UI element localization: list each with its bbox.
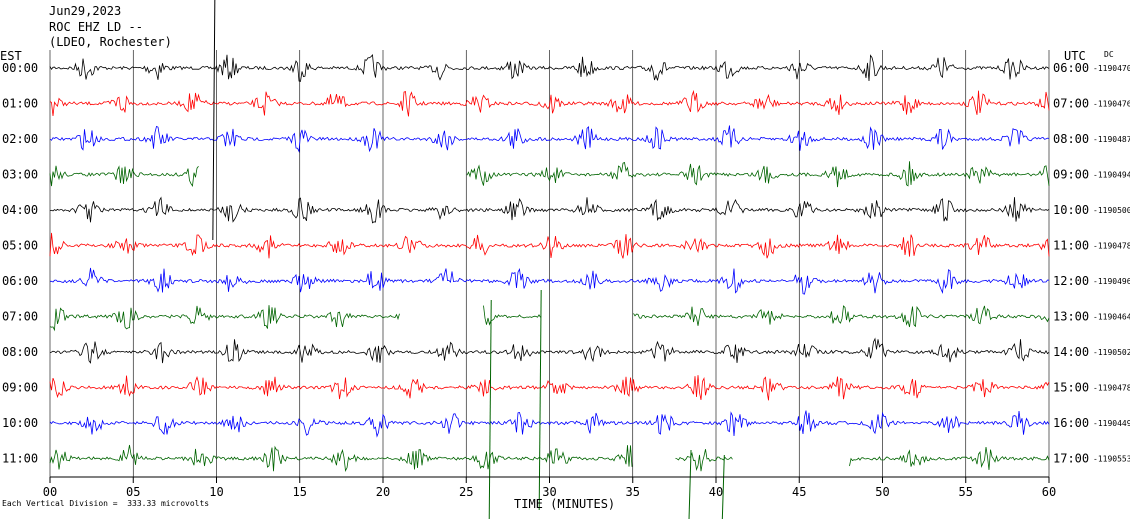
x-tick-label: 40: [709, 485, 723, 499]
traces: [49, 54, 1050, 473]
trace-0900: [49, 375, 1050, 401]
x-axis-ticks: 00 05 10 15 20 25 30 35 40 45 50 55 60: [43, 477, 1056, 499]
trace-0500: [49, 232, 1050, 259]
left-zone-label: EST: [0, 49, 22, 63]
x-tick-label: 45: [792, 485, 806, 499]
row-label-dc: -1190478: [1093, 384, 1130, 393]
trace-0100: [49, 89, 1050, 117]
right-zone-label: UTC: [1064, 49, 1086, 63]
x-tick-label: 00: [43, 485, 57, 499]
row-label-utc: 13:00: [1053, 310, 1089, 324]
row-label-dc: -1190476: [1093, 100, 1130, 109]
row-label-utc: 10:00: [1053, 203, 1089, 217]
row-label-utc: 16:00: [1053, 416, 1089, 430]
header-date: Jun29,2023: [49, 4, 122, 18]
x-tick-label: 25: [459, 485, 473, 499]
row-label-dc: -1190494: [1093, 171, 1130, 180]
event-spike: [721, 454, 725, 519]
trace-1000: [49, 410, 1050, 438]
row-label-est: 07:00: [2, 310, 38, 324]
row-label-est: 00:00: [2, 61, 38, 75]
trace-0000: [49, 54, 1050, 82]
x-tick-label: 35: [626, 485, 640, 499]
row-label-dc: -1190487: [1093, 135, 1130, 144]
row-label-est: 10:00: [2, 416, 38, 430]
row-label-dc: -1190553: [1093, 455, 1130, 464]
scale-footer: Each Vertical Division = 333.33 microvol…: [2, 499, 210, 508]
row-label-utc: 14:00: [1053, 345, 1089, 359]
row-label-utc: 17:00: [1053, 452, 1089, 466]
row-label-est: 11:00: [2, 452, 38, 466]
row-label-dc: -1190496: [1093, 277, 1130, 286]
x-tick-label: 60: [1042, 485, 1056, 499]
row-label-est: 03:00: [2, 168, 38, 182]
row-label-est: 05:00: [2, 239, 38, 253]
event-spike: [538, 289, 542, 511]
header-network: (LDEO, Rochester): [49, 35, 172, 49]
row-label-utc: 06:00: [1053, 61, 1089, 75]
x-tick-label: 30: [542, 485, 556, 499]
x-tick-label: 05: [126, 485, 140, 499]
row-label-utc: 08:00: [1053, 132, 1089, 146]
row-label-dc: -1190502: [1093, 348, 1130, 357]
event-spike: [212, 0, 216, 241]
x-axis-title: TIME (MINUTES): [514, 497, 615, 511]
header-station: ROC EHZ LD --: [49, 20, 143, 34]
row-label-dc: -1190500: [1093, 206, 1130, 215]
trace-0800: [49, 337, 1050, 364]
row-label-utc: 09:00: [1053, 168, 1089, 182]
row-label-est: 04:00: [2, 203, 38, 217]
event-spike: [688, 449, 692, 519]
row-label-est: 08:00: [2, 345, 38, 359]
row-label-est: 01:00: [2, 97, 38, 111]
row-label-dc: -1190470: [1093, 64, 1130, 73]
trace-0200: [49, 125, 1050, 153]
x-tick-label: 10: [209, 485, 223, 499]
event-spikes: [212, 0, 725, 519]
row-label-est: 09:00: [2, 381, 38, 395]
trace-0700: [49, 305, 1050, 332]
row-label-utc: 12:00: [1053, 274, 1089, 288]
row-label-utc: 15:00: [1053, 381, 1089, 395]
row-label-dc: -1190478: [1093, 242, 1130, 251]
row-label-est: 06:00: [2, 274, 38, 288]
trace-0300: [49, 161, 1050, 188]
row-labels: 00:00 06:00 -1190470 01:00 07:00 -1190476 02:0…: [2, 61, 1130, 466]
row-label-est: 02:00: [2, 132, 38, 146]
dc-label: DC: [1104, 50, 1114, 59]
trace-0400: [49, 196, 1050, 224]
x-tick-label: 15: [293, 485, 307, 499]
row-label-utc: 07:00: [1053, 97, 1089, 111]
x-tick-label: 50: [875, 485, 889, 499]
row-label-dc: -1190464: [1093, 313, 1130, 322]
grid-lines: [49, 50, 1050, 477]
x-tick-label: 55: [959, 485, 973, 499]
row-label-dc: -1190449: [1093, 419, 1130, 428]
trace-0600: [50, 267, 1050, 295]
x-tick-label: 20: [376, 485, 390, 499]
event-spike: [488, 299, 492, 519]
trace-1100: [49, 444, 1050, 473]
row-label-utc: 11:00: [1053, 239, 1089, 253]
